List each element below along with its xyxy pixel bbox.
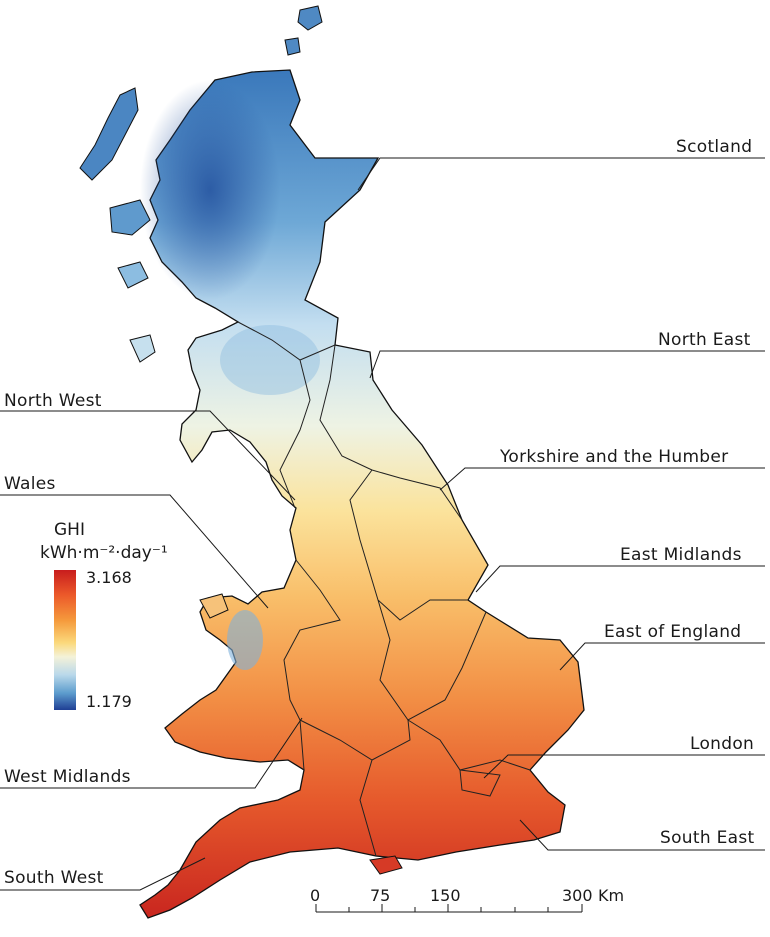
leader-lines: [0, 157, 765, 891]
scale-bar: [315, 904, 583, 913]
scale-tick-0: 0: [310, 886, 321, 905]
label-north-east: North East: [658, 330, 751, 350]
scale-unit: Km: [598, 886, 625, 905]
highlands-shading: [140, 80, 280, 300]
label-north-west: North West: [4, 391, 102, 411]
label-south-west: South West: [4, 868, 104, 888]
snowdonia-shading: [227, 610, 263, 670]
leader-yorkshire: [439, 467, 765, 491]
label-london: London: [690, 734, 755, 754]
legend-min: 1.179: [86, 692, 132, 711]
label-east-of-england: East of England: [604, 622, 742, 642]
leader-south-east: [519, 819, 765, 851]
scale-tick-75: 75: [370, 886, 391, 905]
skye: [109, 199, 151, 236]
legend-units: kWh·m⁻²·day⁻¹: [40, 543, 168, 563]
scale-tick-150: 150: [430, 886, 461, 905]
leader-london: [483, 754, 765, 779]
legend-title: GHI: [54, 520, 85, 540]
legend-max: 3.168: [86, 568, 132, 587]
leader-west-midlands: [0, 717, 303, 789]
isle-of-wight: [369, 855, 403, 875]
scale-tick-300: 300: [562, 886, 593, 905]
leader-south-west: [0, 857, 206, 891]
label-wales: Wales: [4, 474, 56, 494]
gb-mainland: [139, 69, 585, 919]
islay: [129, 334, 156, 363]
outer-hebrides: [79, 87, 139, 181]
label-yorkshire: Yorkshire and the Humber: [500, 447, 729, 467]
orkney: [284, 5, 323, 56]
mull: [117, 261, 149, 289]
leader-wales: [0, 494, 269, 609]
label-east-midlands: East Midlands: [620, 545, 742, 565]
leader-east-of-england: [559, 642, 765, 671]
leader-east-midlands: [475, 565, 765, 593]
leader-scotland: [357, 157, 765, 191]
label-south-east: South East: [660, 828, 755, 848]
legend-colorbar: [54, 570, 76, 710]
label-scotland: Scotland: [676, 137, 753, 157]
region-borders: [237, 321, 531, 857]
label-west-midlands: West Midlands: [4, 767, 131, 787]
southern-uplands-shading: [220, 325, 320, 395]
leader-north-west: [0, 410, 296, 501]
anglesey: [199, 593, 229, 619]
leader-north-east: [369, 350, 765, 379]
